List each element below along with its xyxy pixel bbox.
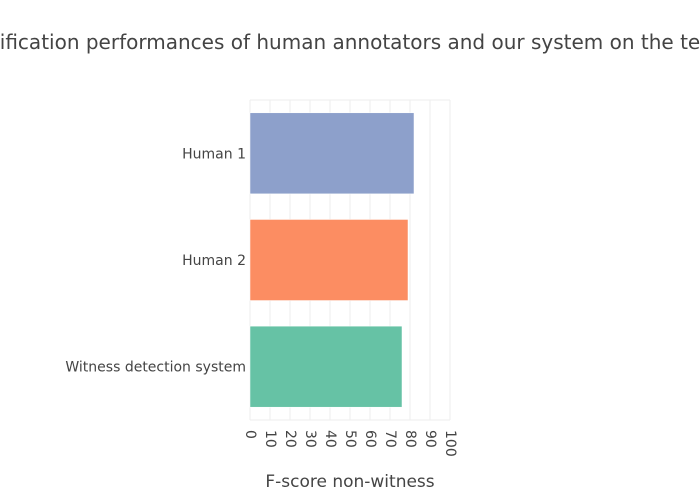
x-axis-label: F-score non-witness: [265, 472, 434, 492]
x-tick-label: 100: [442, 430, 458, 457]
x-tick-label: 70: [382, 430, 398, 448]
y-tick-label: Witness detection system: [65, 360, 246, 376]
x-tick-label: 10: [262, 430, 278, 448]
y-tick-label: Human 2: [182, 253, 246, 269]
y-axis-tick-labels: Human 1 Human 2 Witness detection system: [65, 146, 246, 375]
x-tick-label: 50: [342, 430, 358, 448]
x-tick-label: 20: [282, 430, 298, 448]
bars: [249, 112, 415, 408]
chart-title: ification performances of human annotato…: [0, 30, 700, 54]
y-tick-label: Human 1: [182, 146, 246, 162]
x-tick-label: 0: [242, 430, 258, 439]
x-tick-label: 80: [402, 430, 418, 448]
x-axis-tick-labels: 0 10 20 30 40 50 60 70 80 90 100: [242, 430, 458, 457]
x-tick-label: 40: [322, 430, 338, 448]
x-tick-label: 60: [362, 430, 378, 448]
bar-human-1[interactable]: [249, 112, 415, 195]
x-tick-label: 30: [302, 430, 318, 448]
bar-witness-detection-system[interactable]: [249, 325, 403, 408]
x-tick-label: 90: [422, 430, 438, 448]
bar-human-2[interactable]: [249, 219, 409, 301]
